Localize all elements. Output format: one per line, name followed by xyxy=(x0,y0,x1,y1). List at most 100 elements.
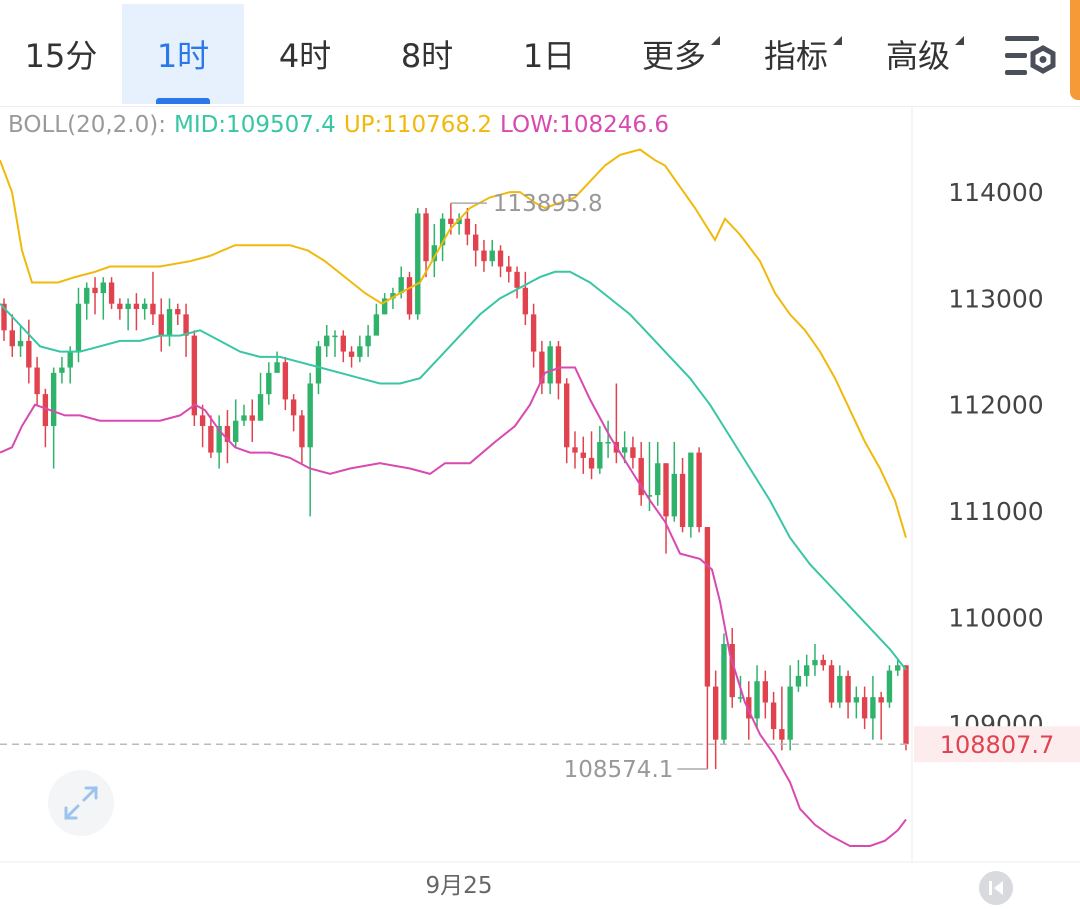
candle-body xyxy=(92,287,98,294)
tab-indicators-label-wrap: 指标 xyxy=(763,31,842,77)
candle-body xyxy=(481,250,487,262)
tab-indicators[interactable]: 指标 xyxy=(735,4,857,104)
candle-body xyxy=(712,686,719,740)
candle-body xyxy=(365,335,371,347)
dropdown-triangle-icon xyxy=(833,36,842,45)
candle-body xyxy=(166,309,173,336)
scroll-indicator xyxy=(1070,0,1080,100)
tab-1h[interactable]: 1时 xyxy=(122,4,244,104)
candle-body xyxy=(564,383,570,448)
candle-body xyxy=(837,675,843,703)
dropdown-triangle-icon xyxy=(955,36,964,45)
candle-body xyxy=(746,697,752,719)
candle-body xyxy=(514,271,520,288)
tab-more-label: 更多 xyxy=(641,37,706,75)
candle-body xyxy=(464,218,471,235)
high-annotation: 113895.8 xyxy=(450,191,603,217)
candle-body xyxy=(779,729,785,740)
candle-body xyxy=(208,426,214,453)
header-divider xyxy=(0,106,1080,107)
candle-body xyxy=(290,399,297,416)
candle-body xyxy=(307,383,313,448)
candle-body xyxy=(696,452,702,528)
candle-body xyxy=(390,293,396,299)
tab-indicators-label: 指标 xyxy=(763,37,828,75)
candle-body xyxy=(530,314,537,352)
tab-1d[interactable]: 1日 xyxy=(488,4,610,104)
candle-body xyxy=(547,346,553,384)
tab-advanced-label-wrap: 高级 xyxy=(885,31,964,77)
candle-body xyxy=(9,330,15,347)
active-tab-indicator xyxy=(156,98,210,104)
tab-15min[interactable]: 15分 xyxy=(0,4,122,104)
expand-button[interactable] xyxy=(48,770,114,836)
candle-body xyxy=(580,452,586,458)
tab-15min-label: 15分 xyxy=(24,37,98,75)
boll-low-value: LOW:108246.6 xyxy=(500,112,670,138)
boll-legend: BOLL(20,2.0): MID:109507.4 UP:110768.2 LOW:… xyxy=(8,112,677,138)
candle-body xyxy=(861,697,868,719)
boll-lower-line xyxy=(0,366,907,847)
candle-body xyxy=(506,266,512,272)
candle-body xyxy=(630,447,636,458)
boll-mid-line xyxy=(0,270,907,671)
candle-body xyxy=(17,340,24,347)
candle-body xyxy=(621,447,628,453)
candle-body xyxy=(84,287,90,304)
tab-more-label-wrap: 更多 xyxy=(641,31,720,77)
candle-body xyxy=(340,335,346,352)
candle-body xyxy=(158,314,164,336)
candle-body xyxy=(1,303,7,331)
candle-body xyxy=(249,415,255,421)
low-annotation: 108574.1 xyxy=(564,757,708,783)
y-tick-label: 113000 xyxy=(948,284,1043,313)
tab-advanced[interactable]: 高级 xyxy=(857,4,979,104)
candle-body xyxy=(489,250,495,262)
candle-body xyxy=(348,351,355,357)
candle-body xyxy=(795,675,802,687)
candle-body xyxy=(50,372,57,427)
candle-body xyxy=(845,675,851,703)
candle-body xyxy=(870,697,876,719)
candle-body xyxy=(704,527,711,687)
candle-body xyxy=(398,277,404,294)
rewind-button[interactable] xyxy=(979,871,1013,905)
candle-body xyxy=(150,303,156,315)
candle-body xyxy=(59,367,65,373)
candle-body xyxy=(456,218,462,224)
candle-body xyxy=(853,697,860,703)
boll-upper-line xyxy=(0,148,907,538)
timeframe-tab-bar: 15分 1时 4时 8时 1日 更多 指标 高级 xyxy=(0,0,1080,106)
candle-body xyxy=(241,415,247,421)
tab-advanced-label: 高级 xyxy=(885,37,950,75)
candle-body xyxy=(497,250,504,267)
tab-more[interactable]: 更多 xyxy=(613,4,735,104)
candle-body xyxy=(737,697,744,699)
candle-body xyxy=(282,362,289,400)
candle-body xyxy=(274,362,280,373)
candle-body xyxy=(721,644,727,740)
tab-4h[interactable]: 4时 xyxy=(244,4,366,104)
expand-icon xyxy=(64,786,98,820)
chart-settings-icon[interactable] xyxy=(1003,34,1059,78)
candle-body xyxy=(663,463,669,517)
candle-body xyxy=(406,277,413,315)
candle-body xyxy=(357,346,363,357)
candle-body xyxy=(787,686,793,740)
candle-body xyxy=(233,420,239,442)
candle-body xyxy=(770,702,777,730)
candle-body xyxy=(555,346,562,384)
candle-body xyxy=(191,335,198,416)
y-tick-label: 110000 xyxy=(948,603,1043,632)
last-price-label: 108807.7 xyxy=(940,731,1055,759)
candle-body xyxy=(522,287,529,315)
candle-body xyxy=(448,218,454,224)
candle-body xyxy=(820,659,826,666)
candle-body xyxy=(381,298,388,315)
tab-8h[interactable]: 8时 xyxy=(366,4,488,104)
candle-body xyxy=(100,282,106,294)
candle-body xyxy=(324,335,330,347)
candle-body xyxy=(655,463,661,496)
candle-body xyxy=(638,457,644,496)
